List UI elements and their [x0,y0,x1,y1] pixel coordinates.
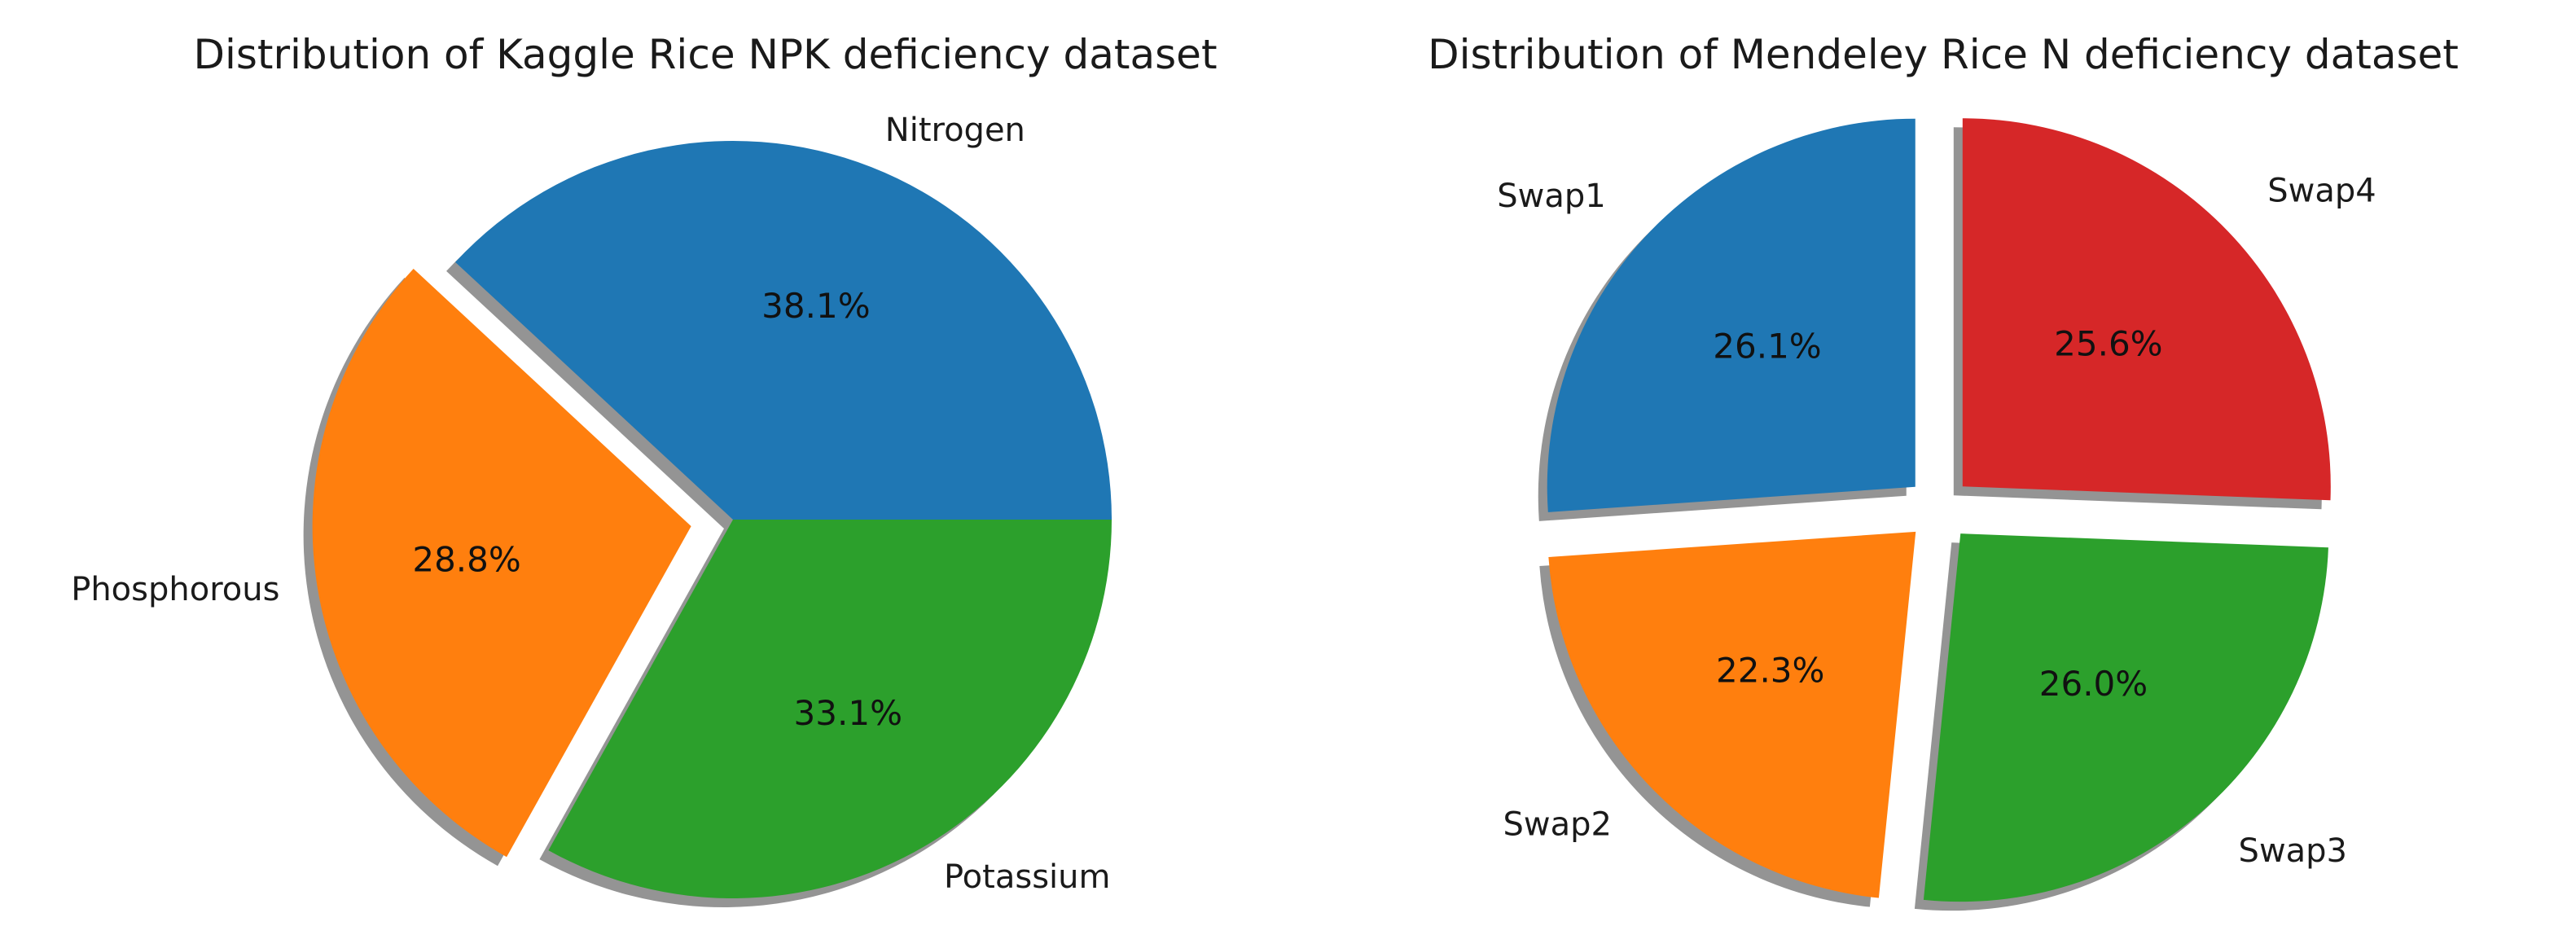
kaggle-pct-label-phosphorous: 28.8% [412,539,520,579]
kaggle-slice-nitrogen [455,141,1112,520]
kaggle-pie-chart: Distribution of Kaggle Rice NPK deficien… [71,31,1218,907]
kaggle-slice-label-potassium: Potassium [944,858,1110,896]
mendeley-pct-label-swap4: 25.6% [2054,323,2162,363]
mendeley-slice-swap4 [1962,118,2331,501]
mendeley-chart-title: Distribution of Mendeley Rice N deficien… [1428,31,2459,78]
mendeley-pie-chart: Distribution of Mendeley Rice N deficien… [1428,31,2459,911]
mendeley-pct-label-swap2: 22.3% [1716,650,1824,690]
kaggle-slice-phosphorous [312,268,691,858]
kaggle-pct-label-nitrogen: 38.1% [761,286,870,326]
mendeley-slice-label-swap1: Swap1 [1497,178,1605,215]
kaggle-chart-title: Distribution of Kaggle Rice NPK deficien… [193,31,1217,78]
kaggle-slice-label-phosphorous: Phosphorous [71,571,279,608]
mendeley-slice-swap2 [1548,531,1916,898]
kaggle-slice-label-nitrogen: Nitrogen [885,112,1025,149]
mendeley-pct-label-swap1: 26.1% [1713,327,1821,366]
mendeley-slice-label-swap4: Swap4 [2267,173,2376,210]
mendeley-slice-label-swap3: Swap3 [2239,832,2347,870]
mendeley-pct-label-swap3: 26.0% [2039,664,2148,704]
mendeley-slice-swap1 [1547,118,1916,512]
mendeley-pie-slices: Swap1 26.1% Swap2 22.3% Swap3 26.0% Swap4 25.6% [1497,118,2376,911]
kaggle-pie-slices: Nitrogen 38.1% Phosphorous 28.8% Potassium 33… [71,112,1112,907]
kaggle-pct-label-potassium: 33.1% [794,693,902,733]
kaggle-slice-potassium [548,520,1112,898]
mendeley-slice-label-swap2: Swap2 [1503,806,1612,844]
mendeley-slice-swap3 [1923,533,2328,902]
